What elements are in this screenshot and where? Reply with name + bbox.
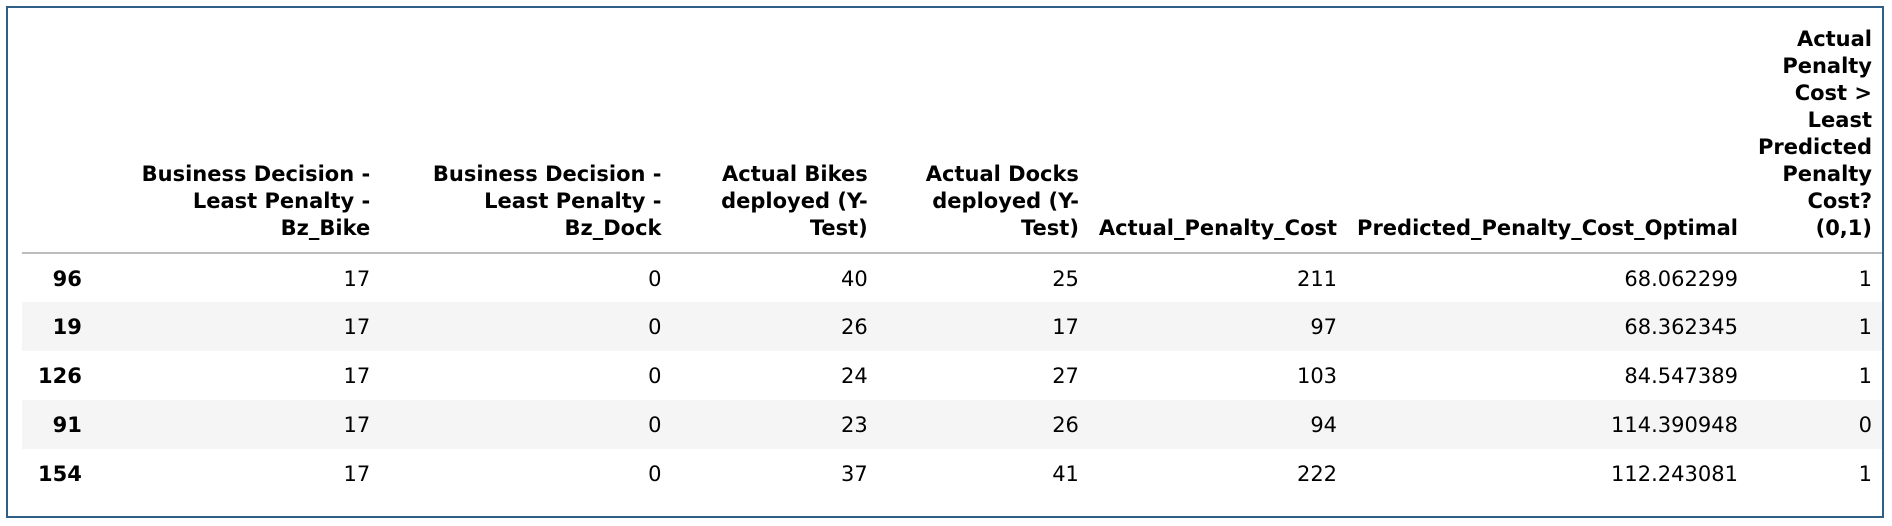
column-header-bz-bike: Business Decision - Least Penalty - Bz_B…: [91, 18, 381, 254]
table-cell: 25: [1052, 267, 1079, 291]
table-cell: 112.243081: [1611, 461, 1738, 486]
table-cell: 68.062299: [1624, 267, 1738, 291]
table-cell: 1: [1858, 363, 1872, 388]
row-index: 126: [38, 363, 82, 388]
table-cell: 84.547389: [1624, 363, 1738, 388]
row-index: 154: [38, 461, 82, 486]
table-cell: 0: [648, 412, 662, 437]
table-row: 91 17 0 23 26 94 114.390948 0: [22, 400, 1882, 449]
table-cell: 94: [1310, 412, 1338, 437]
table-cell: 1: [1858, 314, 1872, 339]
column-header-actual-penalty-cost: Actual_Penalty_Cost: [1088, 18, 1348, 254]
table-cell: 0: [648, 461, 662, 486]
table-cell: 24: [841, 363, 868, 388]
table-cell: 17: [1052, 314, 1079, 339]
table-cell: 41: [1052, 461, 1079, 486]
table-row: 96 17 0 40 25 211 68.062299 1: [22, 253, 1882, 302]
table-cell: 17: [343, 314, 371, 339]
table-cell: 23: [841, 412, 868, 437]
table-cell: 0: [1858, 412, 1872, 437]
table-cell: 211: [1296, 267, 1338, 291]
table-row: 19 17 0 26 17 97 68.362345 1: [22, 302, 1882, 351]
row-index: 96: [52, 267, 82, 291]
row-index: 19: [52, 314, 82, 339]
index-column-header: [22, 18, 92, 254]
table-cell: 26: [1052, 412, 1079, 437]
table-cell: 17: [343, 363, 371, 388]
table-cell: 37: [841, 461, 868, 486]
column-header-actual-bikes: Actual Bikes deployed (Y-Test): [671, 18, 878, 254]
table-row: 126 17 0 24 27 103 84.547389 1: [22, 351, 1882, 400]
table-cell: 17: [343, 461, 371, 486]
table-row: 154 17 0 37 41 222 112.243081 1: [22, 449, 1882, 498]
column-header-penalty-comparison: Actual Penalty Cost > Least Predicted Pe…: [1747, 18, 1882, 254]
dataframe-output-frame: Business Decision - Least Penalty - Bz_B…: [6, 6, 1884, 518]
table-cell: 1: [1858, 267, 1872, 291]
column-header-bz-dock: Business Decision - Least Penalty - Bz_D…: [380, 18, 672, 254]
dataframe-table: Business Decision - Least Penalty - Bz_B…: [22, 18, 1882, 498]
table-cell: 17: [343, 412, 371, 437]
row-index: 91: [52, 412, 82, 437]
table-cell: 26: [841, 314, 868, 339]
table-cell: 40: [841, 267, 868, 291]
table-cell: 97: [1310, 314, 1338, 339]
header-row: Business Decision - Least Penalty - Bz_B…: [22, 18, 1882, 254]
table-cell: 0: [648, 314, 662, 339]
table-cell: 68.362345: [1624, 314, 1738, 339]
table-cell: 103: [1296, 363, 1338, 388]
table-cell: 114.390948: [1611, 412, 1738, 437]
column-header-actual-docks: Actual Docks deployed (Y-Test): [877, 18, 1089, 254]
table-cell: 27: [1052, 363, 1079, 388]
table-cell: 0: [648, 363, 662, 388]
column-header-predicted-penalty-cost: Predicted_Penalty_Cost_Optimal: [1347, 18, 1748, 254]
table-cell: 222: [1296, 461, 1338, 486]
table-cell: 17: [343, 267, 371, 291]
table-cell: 0: [648, 267, 662, 291]
table-cell: 1: [1858, 461, 1872, 486]
